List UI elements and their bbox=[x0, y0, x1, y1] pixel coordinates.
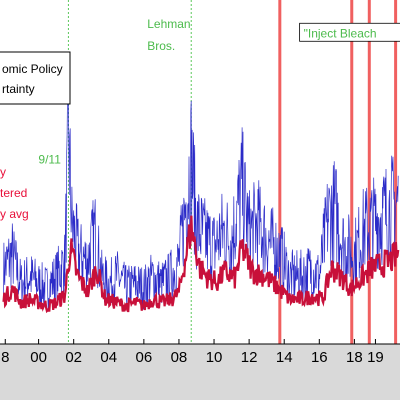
event-label-box-5 bbox=[299, 22, 400, 42]
series-line-smoothed bbox=[2, 215, 400, 314]
left-series-labels: y tered y avg bbox=[0, 165, 29, 221]
x-tick-label-5: 08 bbox=[171, 349, 188, 366]
event-label-1: Lehman bbox=[147, 17, 190, 31]
event-label-5: "Inject Bleach bbox=[304, 26, 377, 40]
x-tick-label-9: 16 bbox=[311, 349, 328, 366]
series-layer bbox=[2, 79, 400, 314]
x-tick-label-0: 8 bbox=[1, 349, 9, 366]
x-tick-label-3: 04 bbox=[100, 349, 117, 366]
left-label-1: y bbox=[0, 165, 6, 179]
x-tick-label-11: 19 bbox=[367, 349, 384, 366]
x-tick-label-7: 12 bbox=[241, 349, 258, 366]
x-axis: 8 00 02 04 06 08 10 12 14 16 18 19 bbox=[1, 339, 384, 366]
event-label-1-b: Bros. bbox=[147, 39, 175, 53]
event-label-0: 9/11 bbox=[38, 152, 61, 166]
left-label-2: tered bbox=[0, 186, 27, 200]
x-tick-label-8: 14 bbox=[276, 349, 293, 366]
x-tick-label-2: 02 bbox=[65, 349, 82, 366]
legend-line-1: omic Policy bbox=[2, 62, 63, 76]
x-tick-label-1: 00 bbox=[30, 349, 47, 366]
annotations: 9/11 Lehman Bros. "Inject Bleach bbox=[38, 17, 400, 166]
legend-box bbox=[0, 51, 71, 105]
x-tick-label-10: 18 bbox=[346, 349, 363, 366]
x-tick-label-4: 06 bbox=[136, 349, 153, 366]
x-tick-label-6: 10 bbox=[206, 349, 223, 366]
legend: omic Policy rtainty bbox=[0, 51, 71, 105]
left-label-3: y avg bbox=[0, 207, 29, 221]
legend-line-2: rtainty bbox=[2, 82, 35, 96]
